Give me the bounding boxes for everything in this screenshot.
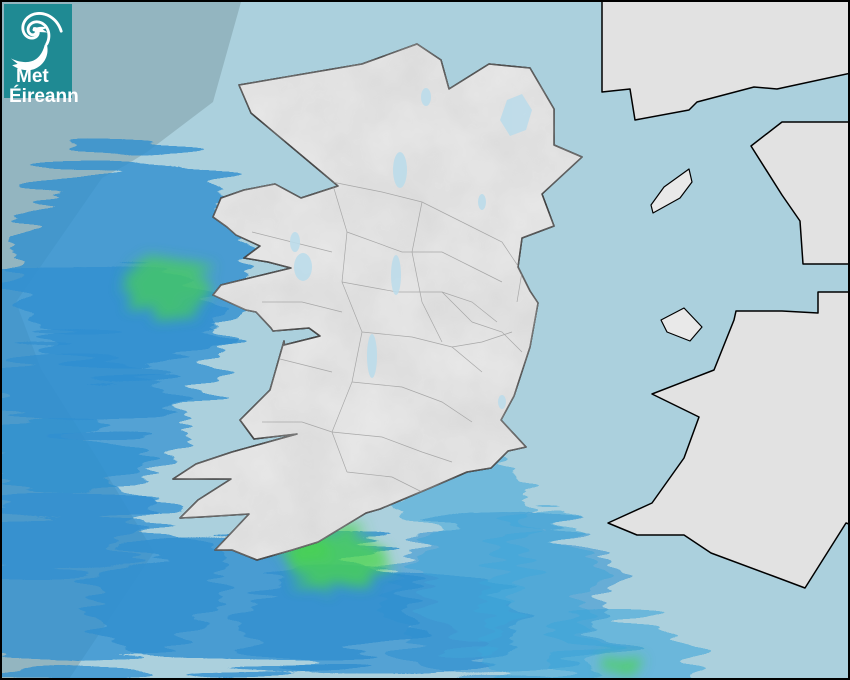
svg-text:Éireann: Éireann: [9, 85, 79, 107]
svg-text:Met: Met: [16, 66, 49, 87]
